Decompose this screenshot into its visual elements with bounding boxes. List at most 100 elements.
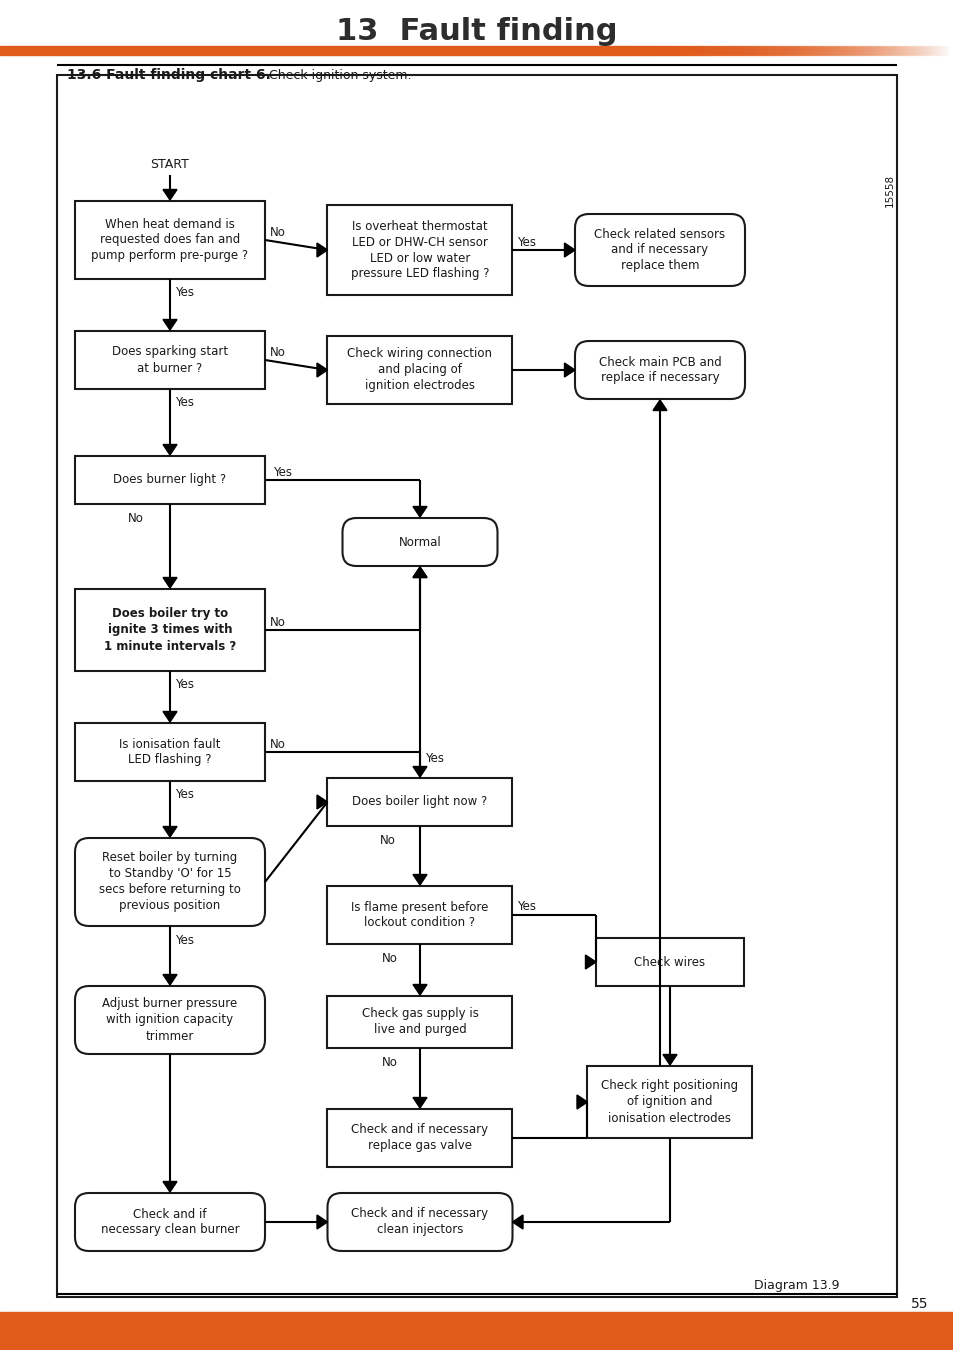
Bar (828, 46, 829, 55)
Bar (878, 46, 879, 55)
Bar (942, 46, 943, 55)
Text: Check ignition system.: Check ignition system. (261, 69, 411, 81)
Bar (623, 46, 624, 55)
Bar (737, 46, 738, 55)
Bar (662, 46, 663, 55)
Polygon shape (316, 795, 327, 809)
Bar (599, 46, 600, 55)
Bar (793, 46, 794, 55)
Bar (762, 46, 763, 55)
Text: No: No (381, 1056, 397, 1068)
Bar (610, 46, 612, 55)
Bar (812, 46, 813, 55)
Bar (870, 46, 871, 55)
Bar (619, 46, 620, 55)
Bar (833, 46, 834, 55)
Bar (825, 46, 826, 55)
Bar (617, 46, 618, 55)
Text: Diagram 13.9: Diagram 13.9 (754, 1278, 840, 1292)
Bar (827, 46, 828, 55)
FancyBboxPatch shape (75, 986, 265, 1054)
Text: Yes: Yes (174, 788, 193, 802)
Bar (691, 46, 692, 55)
Bar (618, 46, 619, 55)
Bar (872, 46, 873, 55)
Bar (876, 46, 877, 55)
Bar (924, 46, 925, 55)
Bar (641, 46, 642, 55)
Bar (821, 46, 822, 55)
Bar (735, 46, 737, 55)
Bar (923, 46, 924, 55)
Bar (655, 46, 656, 55)
Bar (822, 46, 823, 55)
Bar (692, 46, 693, 55)
Bar (746, 46, 747, 55)
Bar (901, 46, 902, 55)
Bar (755, 46, 757, 55)
Bar (943, 46, 944, 55)
Bar (771, 46, 772, 55)
Bar (743, 46, 744, 55)
Bar (629, 46, 630, 55)
Bar (891, 46, 892, 55)
Bar (912, 46, 913, 55)
Polygon shape (413, 984, 427, 995)
Bar (739, 46, 740, 55)
Bar (607, 46, 608, 55)
FancyBboxPatch shape (327, 886, 512, 944)
Bar (847, 46, 848, 55)
Bar (717, 46, 718, 55)
Bar (837, 46, 838, 55)
Bar (908, 46, 909, 55)
Polygon shape (413, 1098, 427, 1108)
Bar (808, 46, 809, 55)
Bar (836, 46, 837, 55)
Bar (657, 46, 658, 55)
Text: No: No (379, 833, 395, 846)
Bar (801, 46, 802, 55)
Bar (678, 46, 679, 55)
Bar (770, 46, 771, 55)
Bar (803, 46, 804, 55)
Bar (615, 46, 616, 55)
Bar (893, 46, 894, 55)
Bar (696, 46, 697, 55)
Bar (919, 46, 920, 55)
Bar (883, 46, 884, 55)
Polygon shape (413, 875, 427, 886)
Bar (789, 46, 790, 55)
Bar (673, 46, 675, 55)
Bar (686, 46, 687, 55)
Polygon shape (564, 363, 575, 377)
Bar (904, 46, 905, 55)
Bar (764, 46, 765, 55)
Bar (815, 46, 816, 55)
Bar (748, 46, 749, 55)
Bar (614, 46, 615, 55)
Bar (898, 46, 899, 55)
Bar (781, 46, 782, 55)
Bar (947, 46, 948, 55)
Text: Adjust burner pressure
with ignition capacity
trimmer: Adjust burner pressure with ignition cap… (102, 998, 237, 1042)
Polygon shape (163, 444, 177, 455)
Bar (761, 46, 762, 55)
Bar (772, 46, 773, 55)
Bar (838, 46, 840, 55)
FancyBboxPatch shape (327, 996, 512, 1048)
Bar (716, 46, 717, 55)
Text: Does sparking start
at burner ?: Does sparking start at burner ? (112, 346, 228, 374)
Bar (745, 46, 746, 55)
Text: Reset boiler by turning
to Standby 'O' for 15
secs before returning to
previous : Reset boiler by turning to Standby 'O' f… (99, 852, 241, 913)
Bar (601, 46, 602, 55)
Text: START: START (151, 158, 190, 171)
Polygon shape (163, 711, 177, 722)
Bar (759, 46, 760, 55)
Bar (608, 46, 609, 55)
Bar (850, 46, 851, 55)
Bar (650, 46, 651, 55)
Bar (685, 46, 686, 55)
Bar (946, 46, 947, 55)
Bar (857, 46, 858, 55)
Polygon shape (163, 578, 177, 589)
